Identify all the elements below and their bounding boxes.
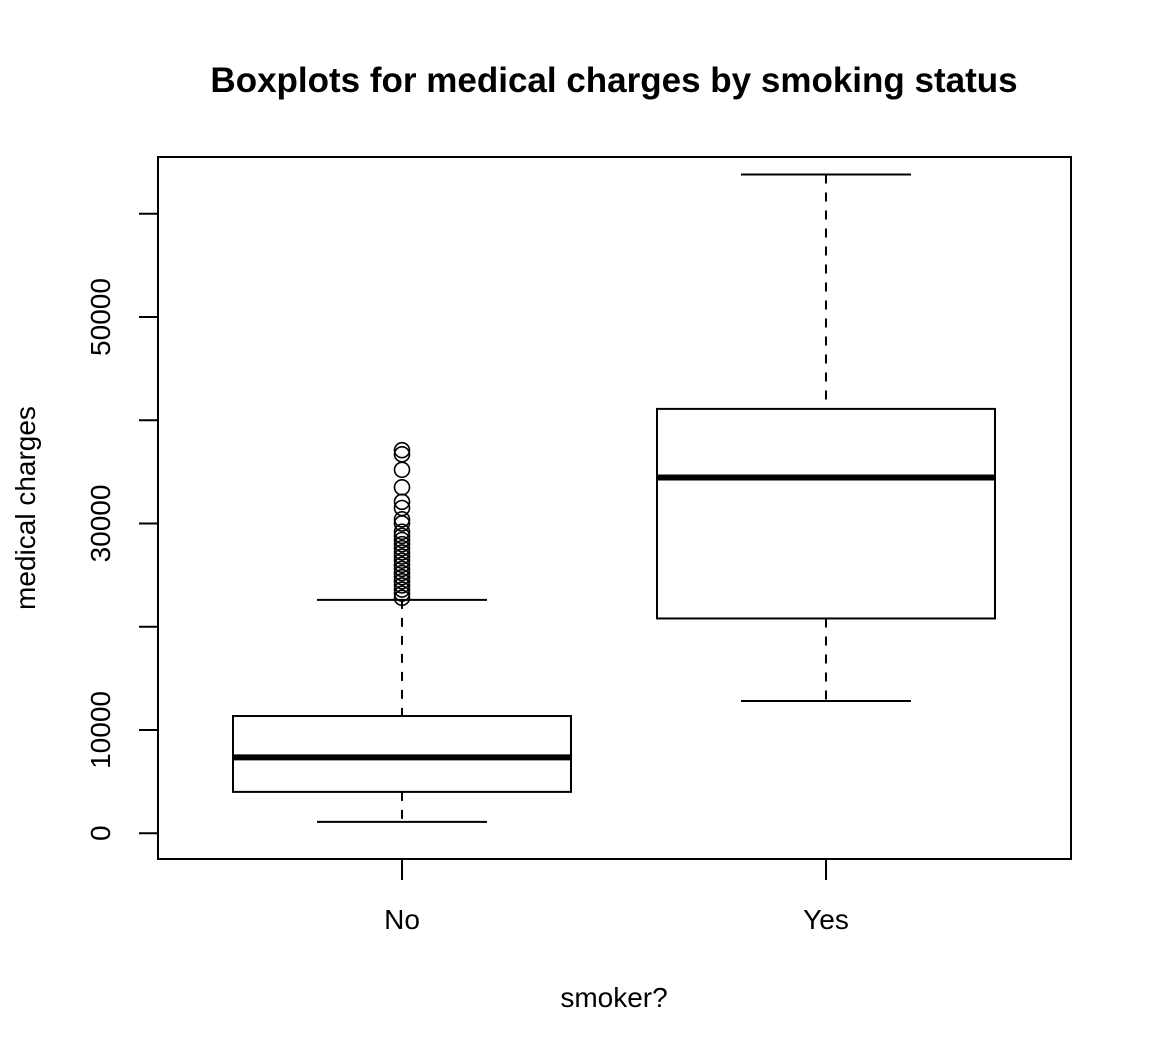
x-tick-label-yes: Yes — [803, 904, 849, 935]
y-tick-label-10000: 10000 — [85, 691, 116, 769]
y-tick-label-30000: 30000 — [85, 485, 116, 563]
plot-frame — [157, 156, 1072, 860]
outlier-no-22 — [393, 461, 411, 479]
outlier-no-9 — [393, 552, 411, 569]
outlier-no-4 — [393, 572, 411, 590]
outlier-no-16 — [393, 523, 411, 541]
iqr-box-yes — [656, 407, 996, 620]
outlier-no-2 — [393, 581, 411, 598]
y-axis-title: medical charges — [10, 406, 41, 610]
y-tick-label-50000: 50000 — [85, 278, 116, 356]
outlier-no-0 — [393, 589, 411, 607]
chart-title: Boxplots for medical charges by smoking … — [210, 61, 1017, 100]
outlier-no-13 — [393, 535, 411, 553]
box-no — [232, 441, 572, 823]
outlier-no-3 — [393, 577, 411, 594]
boxes-layer — [232, 173, 996, 823]
outlier-no-18 — [393, 511, 411, 528]
outlier-no-14 — [393, 531, 411, 549]
iqr-box-no — [232, 715, 572, 793]
outlier-no-23 — [393, 446, 411, 463]
outlier-no-12 — [393, 539, 411, 557]
y-axis: 0 10000 30000 50000 — [85, 212, 158, 841]
outlier-no-21 — [393, 479, 411, 496]
outlier-no-24 — [393, 441, 411, 459]
outlier-no-15 — [393, 527, 411, 545]
outlier-no-1 — [393, 585, 411, 602]
outlier-no-11 — [393, 544, 411, 561]
box-yes — [656, 173, 996, 703]
outlier-no-19 — [393, 499, 411, 517]
x-tick-label-no: No — [384, 904, 420, 935]
outlier-no-6 — [393, 564, 411, 582]
outlier-no-10 — [393, 548, 411, 565]
y-tick-label-0: 0 — [85, 825, 116, 841]
x-axis-title: smoker? — [560, 982, 667, 1013]
outlier-no-5 — [393, 568, 411, 586]
outlier-no-7 — [393, 560, 411, 578]
outlier-no-8 — [393, 556, 411, 574]
x-axis: No Yes — [384, 859, 849, 935]
